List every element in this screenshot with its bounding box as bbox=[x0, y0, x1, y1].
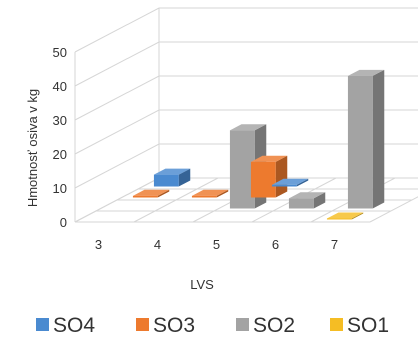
bar-side bbox=[216, 189, 229, 198]
legend-label: SO4 bbox=[53, 314, 95, 337]
bar-top bbox=[288, 192, 326, 199]
bar-side bbox=[275, 155, 288, 198]
y-axis-ticks: 0 10 20 30 40 50 bbox=[53, 45, 67, 230]
bar-front bbox=[271, 184, 297, 187]
bar bbox=[326, 212, 364, 220]
floor-depth-line bbox=[369, 196, 418, 223]
bars bbox=[132, 69, 385, 220]
bar-top bbox=[271, 178, 309, 185]
bar-front bbox=[132, 195, 158, 198]
bar-front bbox=[347, 75, 373, 209]
bar bbox=[132, 189, 170, 198]
legend-item: SO4 bbox=[36, 314, 95, 337]
x-tick-label: 5 bbox=[213, 237, 220, 252]
legend-label: SO3 bbox=[153, 314, 195, 337]
x-tick-label: 6 bbox=[272, 237, 279, 252]
bar-top bbox=[191, 189, 229, 196]
x-tick-label: 7 bbox=[331, 237, 338, 252]
legend-swatch bbox=[330, 318, 343, 331]
y-tick-label: 40 bbox=[53, 79, 67, 94]
bar-top bbox=[229, 124, 267, 131]
legend-label: SO1 bbox=[347, 314, 389, 337]
bar-front bbox=[191, 195, 217, 198]
bar-top bbox=[250, 155, 288, 162]
legend-label: SO2 bbox=[253, 314, 295, 337]
legend-item: SO1 bbox=[330, 314, 389, 337]
gridline bbox=[74, 7, 418, 53]
bar-side bbox=[157, 189, 170, 198]
legend-swatch bbox=[236, 318, 249, 331]
legend: SO4 SO3 SO2 SO1 bbox=[36, 314, 389, 337]
bar-side bbox=[296, 178, 309, 187]
legend-swatch bbox=[136, 318, 149, 331]
y-tick-label: 30 bbox=[53, 113, 67, 128]
x-axis-label: LVS bbox=[190, 277, 214, 292]
bar-front bbox=[326, 218, 352, 220]
legend-item: SO3 bbox=[136, 314, 195, 337]
bar-side bbox=[313, 192, 326, 209]
y-tick-label: 10 bbox=[53, 181, 67, 196]
bar bbox=[153, 168, 191, 187]
floor-depth-line bbox=[133, 177, 219, 223]
bar-front bbox=[288, 198, 314, 209]
bar bbox=[191, 189, 229, 198]
y-tick-label: 0 bbox=[60, 215, 67, 230]
bar bbox=[271, 178, 309, 187]
bar-top bbox=[132, 189, 170, 196]
bar-top bbox=[347, 69, 385, 76]
y-axis-label: Hmotnosť osiva v kg bbox=[25, 89, 40, 207]
bar-front bbox=[153, 174, 179, 187]
bar-top bbox=[326, 212, 364, 219]
x-tick-label: 3 bbox=[95, 237, 102, 252]
x-tick-label: 4 bbox=[154, 237, 161, 252]
bar-top bbox=[153, 168, 191, 175]
y-tick-label: 50 bbox=[53, 45, 67, 60]
bar bbox=[288, 192, 326, 209]
bar-front bbox=[250, 161, 276, 198]
bar bbox=[347, 69, 385, 209]
floor-depth-line bbox=[74, 177, 160, 223]
bar-front bbox=[229, 130, 255, 209]
legend-item: SO2 bbox=[236, 314, 295, 337]
bar-side bbox=[178, 168, 191, 187]
bar-side bbox=[372, 69, 385, 209]
y-tick-label: 20 bbox=[53, 147, 67, 162]
x-axis-ticks: 3 4 5 6 7 bbox=[95, 237, 338, 252]
legend-swatch bbox=[36, 318, 49, 331]
bar bbox=[250, 155, 288, 198]
bar-side bbox=[351, 212, 364, 220]
